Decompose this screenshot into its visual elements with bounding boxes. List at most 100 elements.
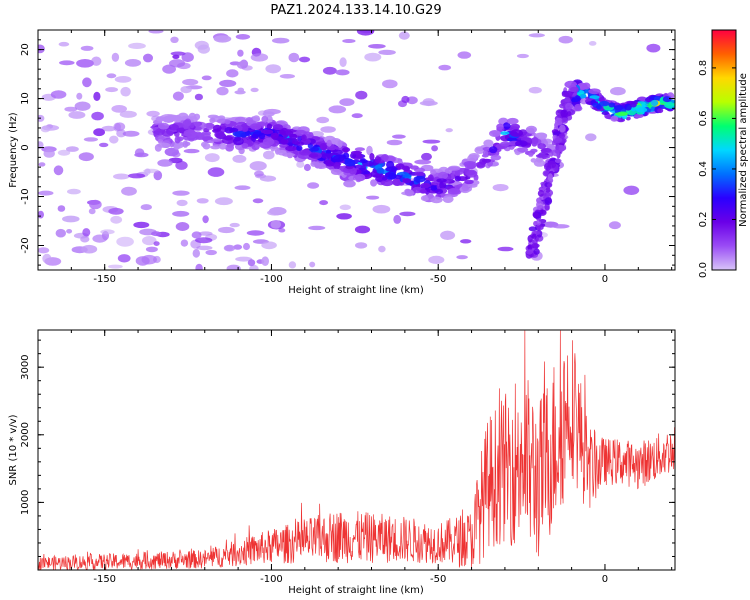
spectrogram-noise-blob: [378, 245, 386, 253]
snr-series-line: [38, 330, 675, 570]
spectrogram-noise-blob: [382, 79, 398, 89]
spectrogram-noise-blob: [40, 125, 51, 133]
colorbar-tick-label: 0.4: [698, 161, 709, 177]
spectrogram-ridge-blob: [354, 173, 366, 182]
spectrogram-noise-blob: [303, 163, 311, 172]
spectrogram-noise-blob: [335, 69, 350, 76]
spectrogram-ridge-blob: [333, 163, 341, 170]
spectrogram-noise-blob: [202, 215, 209, 224]
spectrogram-streak-blob: [531, 233, 537, 240]
colorbar-tick-label: 0.2: [698, 212, 709, 228]
spectrogram-ridge-blob: [454, 175, 462, 182]
spectrogram-noise-blob: [133, 221, 150, 229]
spectrogram-ridge-blob: [454, 169, 460, 177]
spectrogram-ridge-blob: [270, 132, 279, 140]
spectrogram-ridge-blob: [177, 112, 189, 121]
spectrogram-noise-blob: [81, 244, 98, 254]
spectrogram-ridge-blob: [517, 147, 525, 152]
spectrogram-noise-blob: [106, 73, 117, 79]
y-tick-label: -20: [20, 237, 31, 253]
snr-y-axis: 1000 2000 3000: [20, 339, 675, 557]
spectrogram-ridge-blob: [183, 129, 197, 138]
spectrogram-ridge-blob: [467, 183, 478, 188]
spectrogram-ridge-blob: [332, 149, 343, 155]
spectrogram-ridge-blob: [427, 174, 434, 182]
spectrogram-noise-blob: [175, 222, 190, 231]
spectrogram-noise-blob: [366, 145, 373, 156]
spectrogram-noise-blob: [83, 137, 98, 142]
spectrogram-ridge-blob: [374, 156, 381, 164]
y-tick-label: 2000: [20, 422, 31, 447]
spectrogram-noise-blob: [43, 149, 55, 158]
spectrogram-noise-blob: [176, 199, 188, 207]
spectrogram-ridge-blob: [274, 147, 280, 155]
y-tick-label: 1000: [20, 490, 31, 515]
spectrogram-noise-blob: [76, 59, 94, 68]
spectrogram-ridge-blob: [344, 159, 356, 167]
spectrogram-ridge-blob: [157, 142, 171, 148]
spectrogram-noise-blob: [237, 87, 245, 93]
spectrogram-ridge-blob: [210, 145, 221, 150]
spectrogram-ridge-blob: [363, 170, 371, 175]
spectrogram-noise-blob: [399, 211, 416, 217]
spectrogram-noise-blob: [153, 170, 163, 181]
spectrogram-noise-blob: [328, 105, 347, 114]
spectrogram-ridge-blob: [322, 153, 331, 157]
spectrogram-ridge-blob: [173, 143, 181, 150]
spectrogram-ridge-blob: [382, 176, 388, 181]
spectrogram-streak-blob: [537, 225, 544, 230]
spectrogram-ridge-blob: [482, 150, 489, 157]
spectrogram-streak-blob: [569, 86, 579, 93]
spectrogram-ridge-blob: [447, 188, 460, 195]
spectrogram-ridge-blob: [295, 145, 303, 151]
spectrogram-ridge-blob: [546, 143, 554, 149]
spectrogram-ridge-blob: [506, 117, 519, 125]
spectrogram-noise-blob: [62, 215, 80, 223]
spectrogram-ridge-blob: [662, 96, 672, 103]
spectrogram-ridge-blob: [266, 115, 273, 124]
spectrogram-noise-blob: [192, 248, 200, 258]
spectrogram-noise-blob: [157, 159, 173, 167]
spectrogram-ridge-blob: [314, 161, 321, 169]
spectrogram-noise-blob: [146, 110, 160, 117]
spectrogram-noise-blob: [263, 150, 275, 160]
spectrogram-ridge-blob: [427, 193, 434, 199]
spectrogram-ridge-blob: [580, 93, 587, 99]
spectrogram-ridge-blob: [404, 189, 414, 197]
spectrogram-noise-blob: [80, 45, 94, 51]
spectrogram-streak-blob: [532, 212, 539, 218]
spectrogram-noise-blob: [38, 210, 44, 219]
spectrogram-noise-blob: [343, 180, 356, 188]
spectrogram-ridge-blob: [613, 105, 624, 111]
spectrogram-noise-blob: [368, 44, 386, 49]
spectrogram-ridge-blob: [326, 139, 332, 147]
spectrogram-noise-blob: [122, 130, 140, 137]
spectrogram-y-axis: -20 -10 0 10 20: [20, 29, 675, 266]
spectrogram-streak-blob: [537, 190, 545, 197]
spectrogram-ridge-blob: [464, 179, 474, 185]
spectrogram-noise-blob: [180, 239, 189, 247]
spectrogram-ridge-blob: [635, 107, 648, 113]
spectrogram-streak-blob: [559, 124, 566, 133]
spectrogram-noise-blob: [38, 190, 54, 196]
spectrogram-ridge-blob: [500, 141, 511, 147]
spectrogram-ridge-blob: [436, 178, 447, 183]
spectrogram-noise-blob: [497, 246, 514, 252]
spectrogram-noise-blob: [247, 259, 256, 267]
spectrogram-ridge-blob: [463, 161, 477, 167]
spectrogram-noise-blob: [100, 229, 115, 235]
spectrogram-noise-blob: [82, 228, 91, 237]
spectrogram-noise-blob: [456, 255, 468, 260]
spectrogram-streak-blob: [544, 197, 553, 206]
spectrogram-ridge-blob: [499, 131, 510, 136]
spectrogram-ridge-blob: [210, 138, 222, 142]
spectrogram-noise-blob: [153, 255, 161, 264]
spectrogram-noise-blob: [528, 86, 542, 94]
y-tick-label: 10: [20, 92, 31, 105]
spectrogram-streak-blob: [536, 200, 544, 209]
spectrogram-noise-blob: [38, 44, 45, 54]
spectrogram-streak-blob: [559, 103, 567, 109]
spectrogram-ridge-blob: [241, 143, 249, 149]
y-tick-label: -10: [20, 188, 31, 204]
